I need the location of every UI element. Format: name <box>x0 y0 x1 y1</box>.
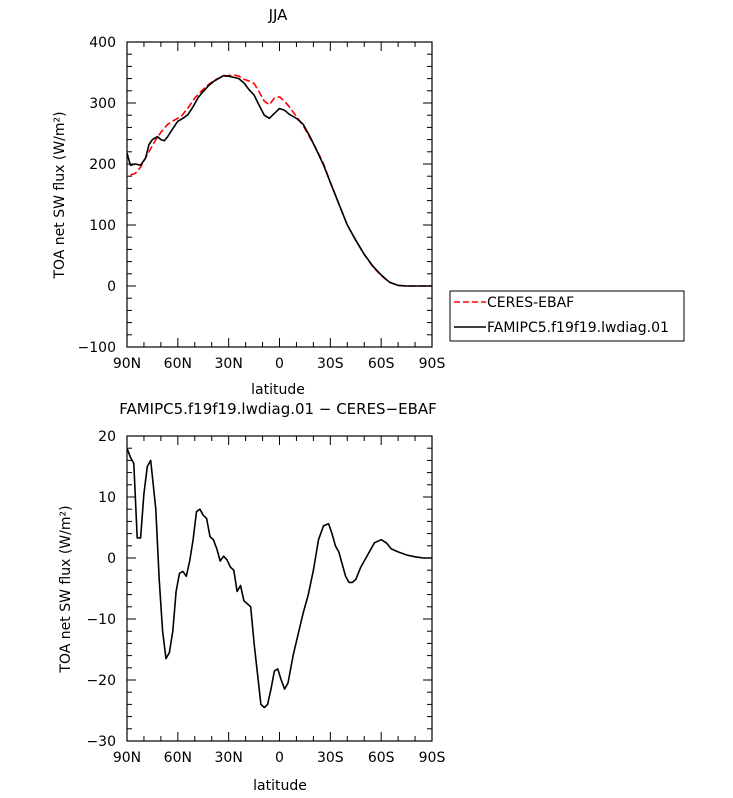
x-tick-label: 90N <box>113 356 141 372</box>
x-tick-label: 90N <box>113 750 141 766</box>
x-tick-label: 30N <box>215 750 243 766</box>
bottom-chart: FAMIPC5.f19f19.lwdiag.01 − CERES−EBAF 90… <box>58 400 445 794</box>
y-tick-label: 300 <box>89 96 116 112</box>
plot-area: 90N 60N 30N 0 30S 60S 90S −100 0 100 200 300 400 <box>78 35 446 372</box>
x-tick-label: 60S <box>368 356 395 372</box>
series-line-ceres-ebaf <box>130 74 432 287</box>
y-tick-label: 10 <box>98 490 116 506</box>
x-axis-label: latitude <box>253 778 307 794</box>
y-tick-label: −30 <box>86 734 116 750</box>
y-tick-label: 100 <box>89 218 116 234</box>
series-line-series-0 <box>127 447 432 709</box>
y-axis-label: TOA net SW flux (W/m²) <box>52 111 68 279</box>
series-line-famipc5-f19f19-lwdiag-01 <box>127 74 432 287</box>
y-tick-label: −20 <box>86 673 116 689</box>
y-tick-label: −10 <box>86 612 116 628</box>
y-tick-label: 0 <box>107 551 116 567</box>
y-tick-label: −100 <box>78 340 116 356</box>
chart-title: FAMIPC5.f19f19.lwdiag.01 − CERES−EBAF <box>119 400 437 418</box>
x-tick-label: 30S <box>317 750 344 766</box>
x-tick-label: 0 <box>275 750 284 766</box>
x-tick-label: 90S <box>419 750 446 766</box>
x-axis-label: latitude <box>251 382 305 398</box>
y-axis-label: TOA net SW flux (W/m²) <box>58 505 74 673</box>
chart-title: JJA <box>268 6 289 24</box>
x-tick-label: 30S <box>317 356 344 372</box>
y-tick-label: 400 <box>89 35 116 51</box>
y-tick-label: 200 <box>89 157 116 173</box>
x-tick-label: 60N <box>164 356 192 372</box>
legend-label-model: FAMIPC5.f19f19.lwdiag.01 <box>487 320 669 336</box>
y-tick-label: 20 <box>98 429 116 445</box>
top-chart: JJA 90N 60N 30N 0 30S 60S 90S −100 0 100 200 300 400… <box>52 6 685 398</box>
x-tick-label: 60N <box>164 750 192 766</box>
legend-label-ceres: CERES-EBAF <box>487 295 574 311</box>
x-tick-label: 0 <box>275 356 284 372</box>
plot-frame <box>126 435 433 742</box>
x-tick-label: 90S <box>419 356 446 372</box>
x-tick-label: 60S <box>368 750 395 766</box>
x-tick-label: 30N <box>215 356 243 372</box>
plot-area: 90N 60N 30N 0 30S 60S 90S −30 −20 −10 0 10 20 <box>86 429 445 766</box>
plot-frame <box>126 41 433 348</box>
legend-box <box>449 290 685 342</box>
legend: CERES-EBAF FAMIPC5.f19f19.lwdiag.01 <box>449 290 685 342</box>
y-tick-label: 0 <box>107 279 116 295</box>
